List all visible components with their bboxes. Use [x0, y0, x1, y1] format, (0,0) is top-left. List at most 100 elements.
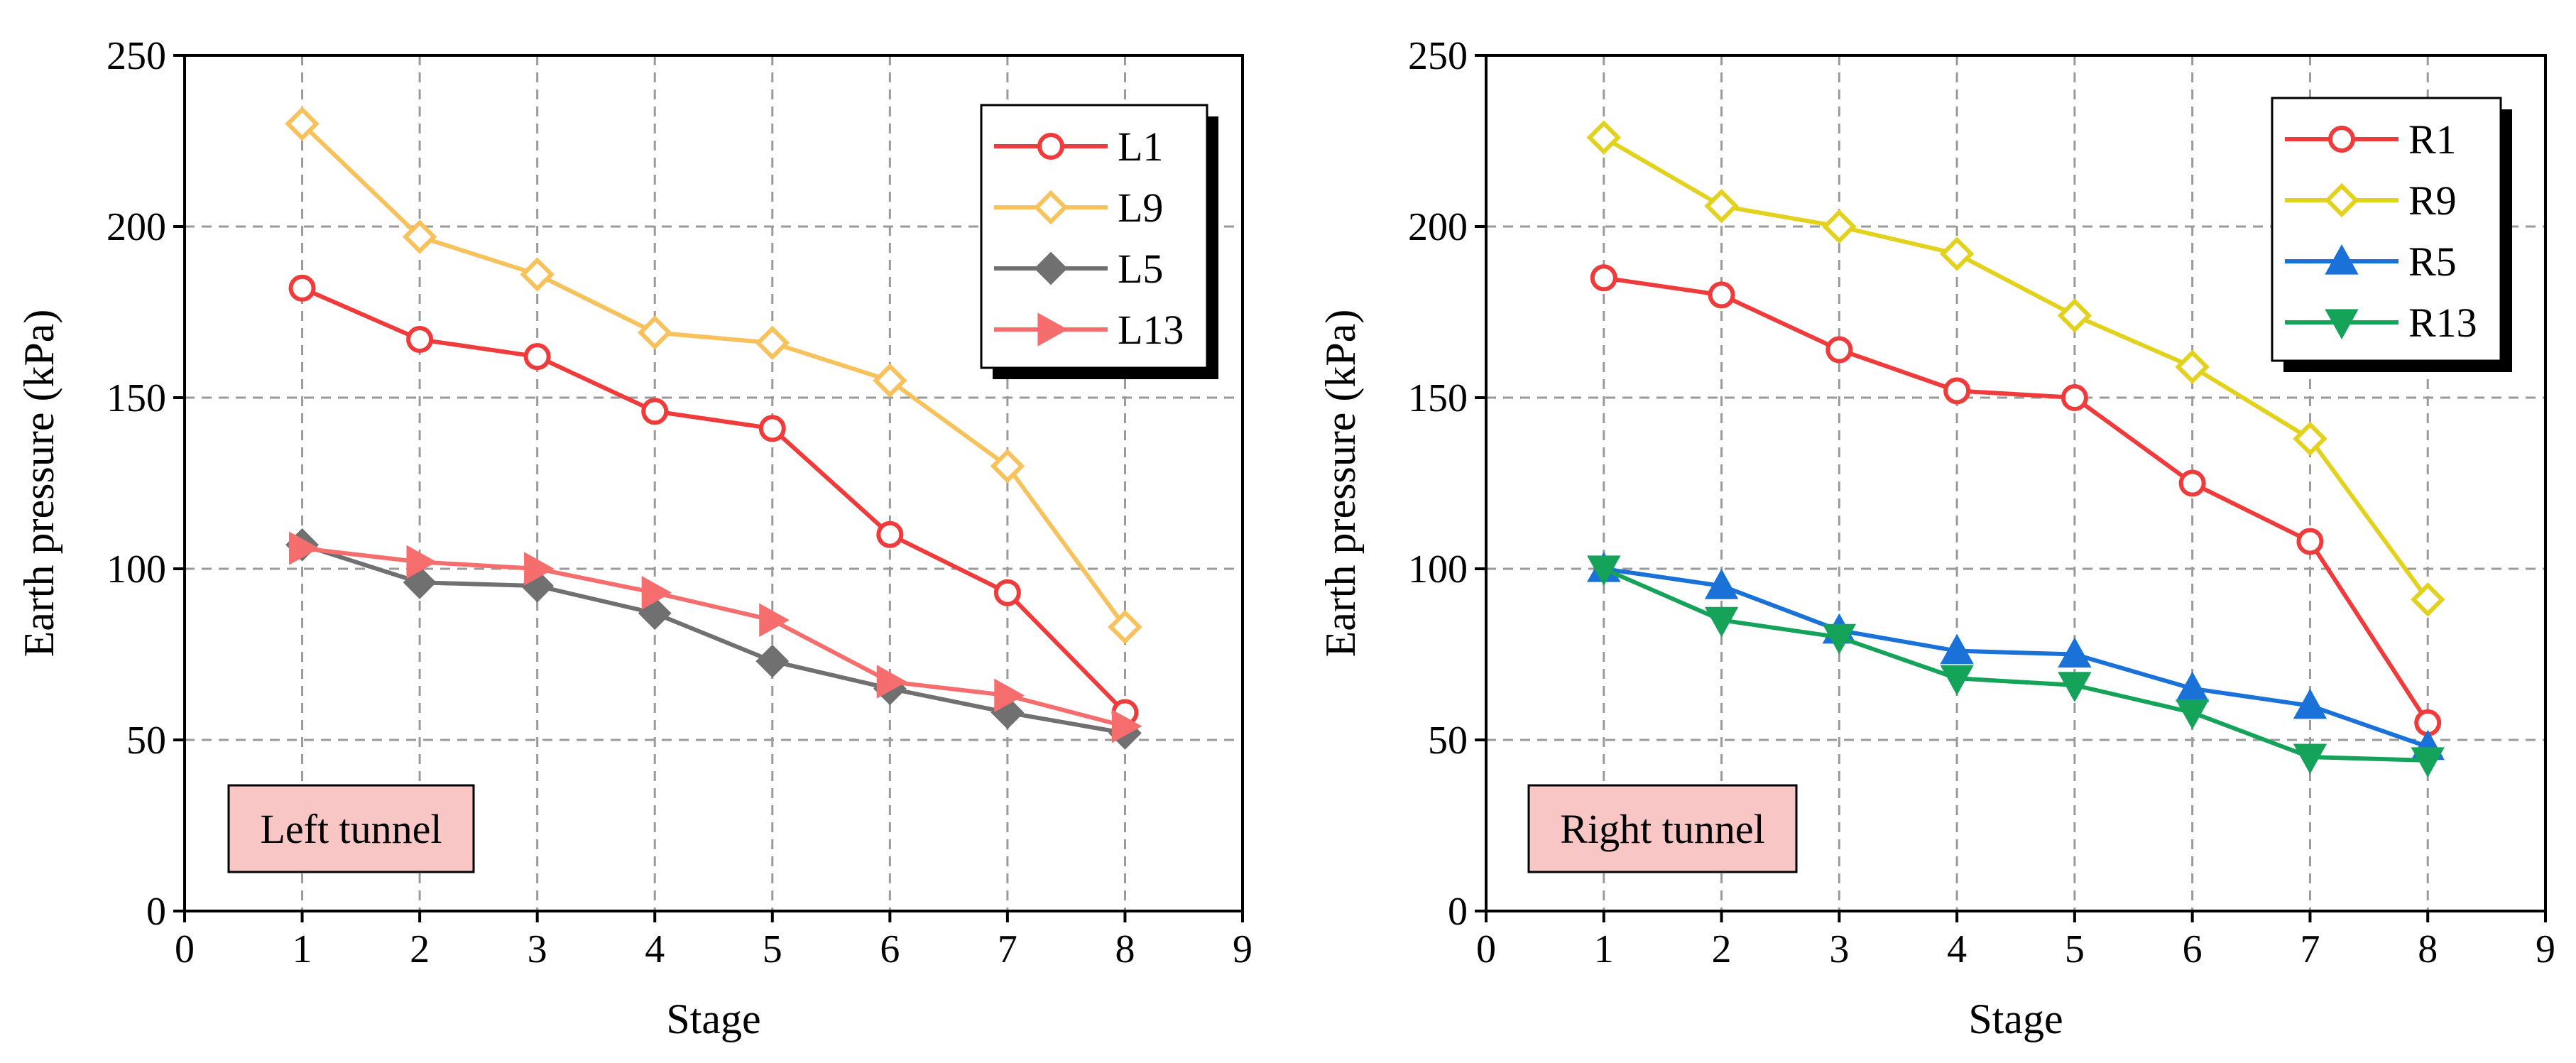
data-point-R13 [2175, 699, 2210, 730]
data-point-L13 [288, 531, 320, 565]
data-point-R9 [2057, 298, 2092, 333]
left-legend-label-L1: L1 [1118, 124, 1163, 170]
left-chart-panel: 0 1 2 3 4 5 6 7 8 9 0 50 100 150 200 250 Stage Earth pres… [16, 34, 1252, 1042]
data-point-R13 [1704, 606, 1739, 638]
right-legend-marker-R5 [2325, 244, 2359, 275]
data-point-R13 [2411, 747, 2445, 778]
right-y-tick-label: 0 [1448, 890, 1468, 934]
data-point-R9 [1704, 188, 1739, 224]
left-x-tick-label: 9 [1233, 927, 1252, 971]
right-x-tick-label: 2 [1712, 927, 1732, 971]
left-annotation-box [227, 784, 475, 873]
data-point-L13 [524, 552, 555, 586]
left-legend-marker-L9 [1033, 190, 1069, 225]
left-y-tick-label: 50 [126, 719, 166, 763]
series-line-L5 [301, 543, 1125, 736]
right-annotation: Right tunnel [1527, 784, 1798, 873]
right-chart-panel: 0 1 2 3 4 5 6 7 8 9 0 50 100 150 200 250 Stage Earth pres… [1317, 34, 2555, 1042]
right-x-tick-label: 0 [1476, 927, 1496, 971]
data-point-L1 [641, 398, 669, 425]
left-series-L1 [288, 274, 1139, 726]
left-x-tick-label: 3 [528, 927, 547, 971]
data-point-L9 [402, 219, 437, 254]
data-point-R1 [2061, 384, 2088, 411]
right-plot-frame [1485, 54, 2547, 912]
series-line-L9 [300, 122, 1127, 628]
data-point-L9 [285, 107, 320, 141]
data-point-L13 [406, 545, 437, 579]
right-y-tick-label: 100 [1408, 547, 1468, 592]
data-point-R1 [1943, 377, 1971, 405]
right-legend-label-R1: R1 [2408, 116, 2457, 163]
right-x-tick-label: 9 [2536, 927, 2555, 971]
left-y-tick-label: 200 [107, 205, 166, 249]
right-y-tick-label: 150 [1408, 376, 1468, 420]
data-point-R1 [2296, 528, 2324, 555]
right-legend-box [2271, 97, 2502, 362]
left-legend-marker-L1 [1037, 133, 1064, 160]
series-line-R5 [1603, 567, 2429, 749]
data-point-L13 [1111, 709, 1142, 743]
left-series-L9 [285, 107, 1142, 645]
right-series-R1 [1590, 264, 2442, 736]
left-legend-label-L5: L5 [1118, 246, 1163, 292]
data-point-R9 [1939, 236, 1975, 271]
data-point-R5 [2293, 688, 2327, 719]
left-axes: 0 1 2 3 4 5 6 7 8 9 0 50 100 150 200 250 [107, 34, 1252, 971]
left-y-tick-label: 100 [107, 547, 166, 592]
left-x-tick-label: 6 [880, 927, 900, 971]
data-point-R5 [2058, 637, 2092, 668]
data-point-L1 [523, 343, 551, 371]
left-annotation: Left tunnel [227, 784, 475, 873]
left-plot-frame [183, 54, 1244, 912]
data-point-R13 [1822, 623, 1857, 655]
data-point-R5 [1704, 569, 1739, 599]
left-legend: L1 L9 L5 L13 [980, 104, 1218, 379]
series-line-R1 [1603, 276, 2430, 724]
data-point-R13 [1587, 555, 1621, 587]
data-point-L9 [873, 363, 907, 398]
data-point-R5 [1940, 633, 1974, 665]
series-line-R9 [1603, 136, 2430, 601]
left-y-tick-label: 0 [146, 890, 166, 934]
data-point-L9 [990, 449, 1025, 484]
data-point-R13 [2058, 672, 2092, 702]
right-x-tick-label: 5 [2065, 927, 2085, 971]
data-point-R1 [1708, 281, 1735, 309]
right-x-tick-label: 8 [2418, 927, 2438, 971]
data-point-R13 [2293, 743, 2327, 775]
left-x-tick-label: 0 [175, 927, 195, 971]
left-x-tick-label: 8 [1115, 927, 1135, 971]
left-y-tick-label: 250 [107, 34, 166, 78]
right-x-tick-label: 3 [1829, 927, 1849, 971]
right-annotation-box [1527, 784, 1798, 873]
data-point-L13 [876, 665, 907, 699]
right-legend: R1 R9 R5 R13 [2271, 97, 2512, 372]
left-legend-label-L13: L13 [1118, 307, 1184, 353]
left-y-axis-title: Earth pressure (kPa) [16, 310, 62, 658]
data-point-L9 [1108, 609, 1142, 645]
left-legend-marker-L5 [1034, 251, 1068, 285]
data-point-L13 [994, 678, 1025, 713]
data-point-R1 [1590, 264, 1617, 292]
right-axes: 0 1 2 3 4 5 6 7 8 9 0 50 100 150 200 250 [1408, 34, 2555, 971]
data-point-R1 [1825, 336, 1853, 364]
left-x-tick-label: 2 [410, 927, 430, 971]
right-x-tick-label: 1 [1594, 927, 1614, 971]
left-x-axis-title: Stage [666, 996, 760, 1042]
left-x-tick-label: 1 [293, 927, 312, 971]
right-y-tick-label: 250 [1408, 34, 1468, 78]
series-line-R13 [1603, 567, 2428, 763]
left-legend-box [980, 104, 1208, 369]
right-x-tick-label: 4 [1947, 927, 1967, 971]
right-legend-marker-R13 [2325, 309, 2359, 340]
right-series-R13 [1587, 555, 2445, 778]
right-legend-marker-R9 [2324, 182, 2359, 218]
right-y-axis-title: Earth pressure (kPa) [1317, 310, 1364, 658]
data-point-L1 [993, 579, 1021, 606]
right-x-tick-label: 7 [2300, 927, 2320, 971]
right-y-tick-label: 50 [1428, 719, 1468, 763]
data-point-R9 [2410, 582, 2445, 617]
right-annotation-label: Right tunnel [1560, 806, 1764, 852]
